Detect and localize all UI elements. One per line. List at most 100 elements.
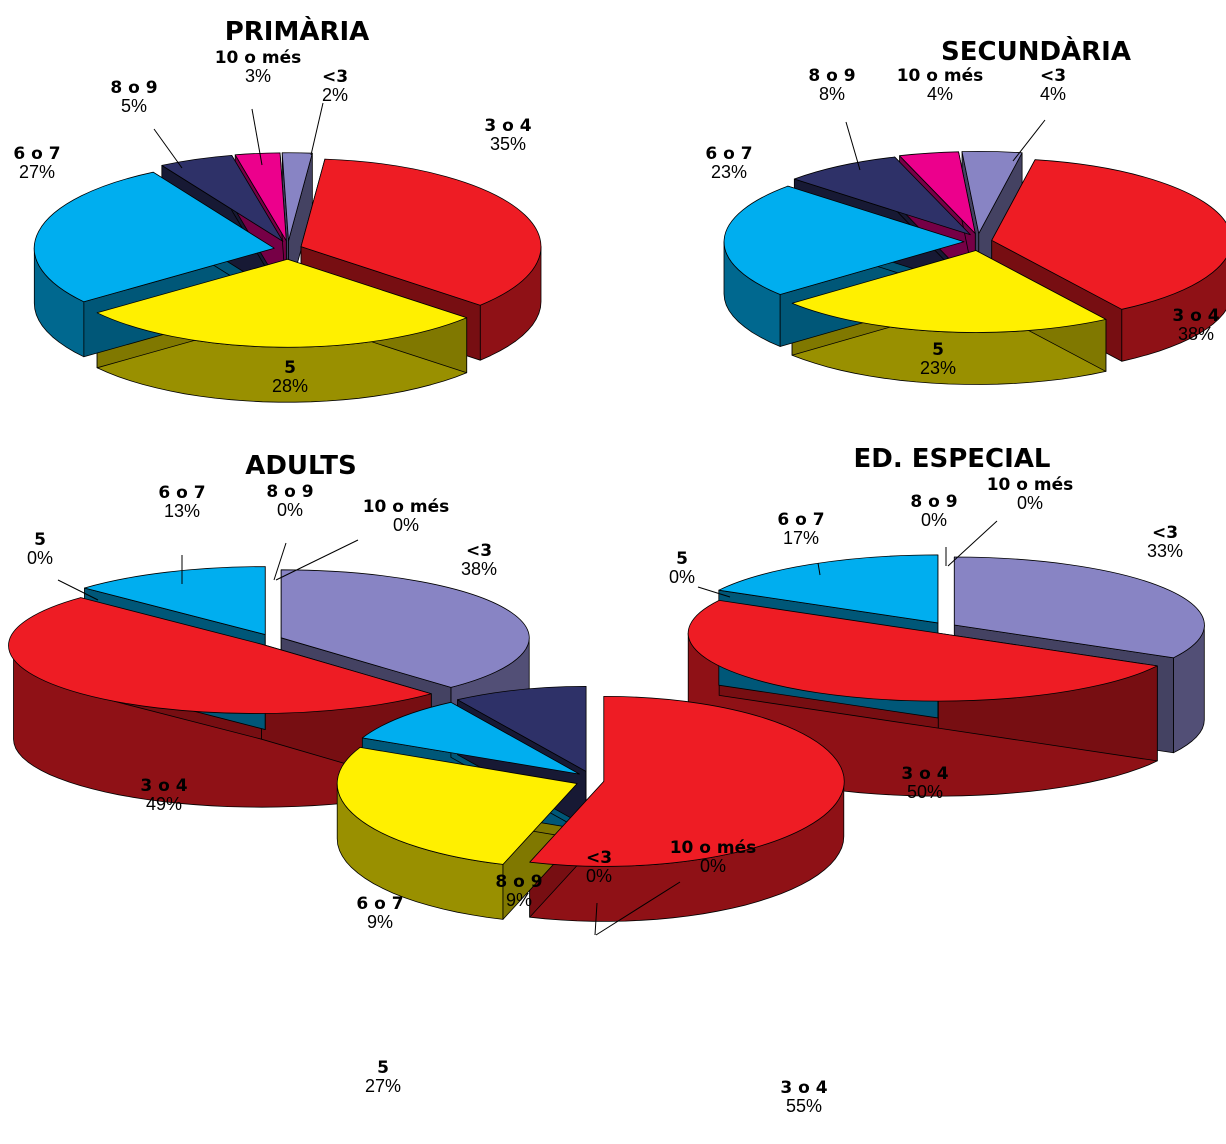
category-label: 8 o 9	[266, 482, 313, 502]
percent-label: 9%	[506, 890, 532, 910]
category-label: 8 o 9	[495, 872, 542, 892]
leader-line	[153, 128, 183, 169]
pie-slice-6-o-7	[718, 554, 939, 624]
leader-line	[594, 902, 598, 936]
pie-slice-8-o-9	[457, 686, 587, 772]
leader-line	[697, 586, 731, 598]
pie-slice-5	[336, 747, 578, 865]
percent-label: 3%	[245, 66, 271, 86]
category-label: <3	[1040, 66, 1066, 86]
leader-line	[310, 102, 324, 156]
percent-label: 4%	[927, 84, 953, 104]
pie-slice-5	[791, 250, 1107, 333]
pie-faces	[687, 554, 1205, 702]
category-label: 10 o més	[987, 475, 1074, 495]
percent-label: 8%	[819, 84, 845, 104]
category-label: 5	[676, 549, 688, 569]
percent-label: 27%	[19, 162, 55, 182]
percent-label: 4%	[1040, 84, 1066, 104]
category-label: 5	[284, 358, 296, 378]
slice-label: 3 o 438%	[1172, 306, 1219, 344]
slice-label: 8 o 90%	[910, 492, 958, 566]
slice-label: 6 o 713%	[158, 483, 206, 584]
slice-label: <338%	[461, 541, 497, 579]
percent-label: 38%	[461, 559, 497, 579]
category-label: 10 o més	[897, 66, 984, 86]
category-label: 10 o més	[215, 48, 302, 68]
category-label: 8 o 9	[808, 66, 855, 86]
percent-label: 55%	[786, 1096, 822, 1116]
pie-slice-5	[96, 258, 468, 348]
percent-label: 13%	[164, 501, 200, 521]
leader-line	[817, 562, 821, 576]
slice-label: 8 o 99%	[495, 872, 542, 910]
category-label: 3 o 4	[1172, 306, 1219, 326]
pie-slice-6-o-7	[33, 171, 275, 303]
pie-slice-3-o-4	[687, 600, 1158, 702]
category-label: <3	[1152, 523, 1178, 543]
slice-label: 8 o 98%	[808, 66, 861, 171]
category-label: 3 o 4	[780, 1078, 827, 1098]
pie-slice-6-o-7	[361, 701, 580, 775]
slice-label: 527%	[365, 1058, 401, 1096]
pie-chart-altres: ALTRES ENSENYAMENTS<30%3 o 455%527%6 o 7…	[336, 686, 845, 1116]
percent-label: 17%	[783, 528, 819, 548]
pie-faces	[336, 686, 845, 867]
pie-slice-10-o-m-s	[234, 152, 287, 242]
category-label: 3 o 4	[484, 116, 531, 136]
percent-label: 33%	[1147, 541, 1183, 561]
category-label: 5	[377, 1058, 389, 1078]
percent-label: 0%	[277, 500, 303, 520]
pie-slice-6-o-7	[723, 185, 965, 295]
pie-slice-10-o-m-s	[899, 151, 976, 234]
pie-slice--3	[961, 151, 1023, 234]
percent-label: 0%	[700, 856, 726, 876]
category-label: <3	[586, 848, 612, 868]
pie-faces	[8, 566, 530, 714]
category-label: 10 o més	[670, 838, 757, 858]
slice-label: 6 o 717%	[777, 510, 825, 576]
leader-line	[1012, 119, 1046, 162]
chart-title: ED. ESPECIAL	[853, 444, 1050, 474]
category-label: 8 o 9	[110, 78, 157, 98]
percent-label: 35%	[490, 134, 526, 154]
pie-slice-3-o-4	[300, 158, 542, 306]
slice-label: 3 o 435%	[484, 116, 531, 154]
category-label: 5	[932, 340, 944, 360]
slice-label: 6 o 723%	[705, 144, 752, 182]
percent-label: 5%	[121, 96, 147, 116]
percent-label: 0%	[921, 510, 947, 530]
percent-label: 49%	[146, 794, 182, 814]
chart-title: ADULTS	[245, 451, 357, 481]
percent-label: 27%	[365, 1076, 401, 1096]
slice-label: 50%	[669, 549, 731, 598]
slice-label: <34%	[1012, 66, 1066, 162]
percent-label: 2%	[322, 85, 348, 105]
category-label: 10 o més	[363, 497, 450, 517]
percent-label: 0%	[393, 515, 419, 535]
percent-label: 28%	[272, 376, 308, 396]
percent-label: 23%	[711, 162, 747, 182]
slice-label: <32%	[310, 67, 348, 156]
chart-title: SECUNDÀRIA	[941, 35, 1131, 67]
percent-label: 0%	[1017, 493, 1043, 513]
leader-line	[595, 881, 681, 936]
pie-slice-3-o-4	[8, 597, 432, 714]
slice-label: 6 o 727%	[13, 144, 60, 182]
category-label: <3	[322, 67, 348, 87]
category-label: 6 o 7	[158, 483, 205, 503]
percent-label: 23%	[920, 358, 956, 378]
leader-line	[845, 121, 861, 171]
percent-label: 0%	[669, 567, 695, 587]
pie-slice--3	[953, 556, 1205, 659]
category-label: 3 o 4	[140, 776, 187, 796]
leader-line	[275, 539, 359, 581]
pie-chart-secundaria: SECUNDÀRIA<34%3 o 438%523%6 o 723%8 o 98…	[705, 35, 1226, 385]
category-label: 3 o 4	[901, 764, 948, 784]
category-label: <3	[466, 541, 492, 561]
